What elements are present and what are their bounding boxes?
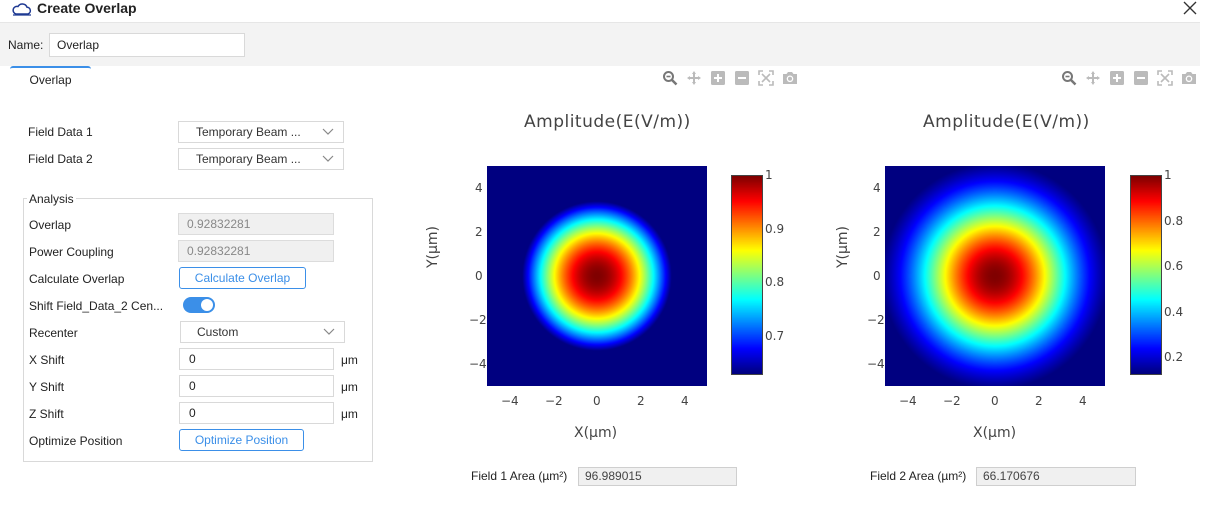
recenter-label: Recenter <box>29 326 78 340</box>
y-tick-label: 0 <box>475 269 483 283</box>
x-tick-label: 4 <box>681 394 689 408</box>
field-data-2-label: Field Data 2 <box>28 152 93 166</box>
tab-overlap[interactable]: Overlap <box>10 66 91 93</box>
calculate-overlap-label: Calculate Overlap <box>29 272 125 286</box>
field-data-2-select[interactable]: Temporary Beam ... <box>178 148 344 170</box>
x-tick-label: 2 <box>637 394 645 408</box>
power-coupling-label: Power Coupling <box>29 245 114 259</box>
field-data-1-select[interactable]: Temporary Beam ... <box>178 121 344 143</box>
y-tick-label: −2 <box>867 313 885 327</box>
colorbar-tick-label: 0.6 <box>1164 259 1184 274</box>
plot-1-xlabel: X(μm) <box>574 425 618 441</box>
name-bar: Name: <box>0 22 1200 66</box>
camera-icon[interactable] <box>782 70 798 86</box>
plot-2-heatmap[interactable] <box>885 166 1105 386</box>
z-shift-unit: μm <box>341 407 358 421</box>
z-shift-input[interactable]: 0 <box>179 402 334 424</box>
chevron-down-icon <box>323 328 335 335</box>
plot-2-title: Amplitude(E(V/m)) <box>923 112 1090 132</box>
reset-axes-icon[interactable] <box>758 70 774 86</box>
x-shift-label: X Shift <box>29 353 65 367</box>
plot-1-ylabel: Y(μm) <box>425 225 441 268</box>
field-2-area-value: 66.170676 <box>976 467 1136 486</box>
colorbar-tick-label: 0.2 <box>1164 350 1184 365</box>
colorbar-tick-label: 1 <box>1164 168 1172 182</box>
toggle-knob <box>201 299 213 311</box>
y-shift-label: Y Shift <box>29 380 65 394</box>
colorbar-tick-label: 0.9 <box>765 221 785 236</box>
window-title: Create Overlap <box>37 0 137 16</box>
colorbar-tick-label: 0.8 <box>765 275 785 290</box>
plot-1-heatmap[interactable] <box>487 166 707 386</box>
plot-1-toolbar <box>662 70 802 86</box>
zoom-icon[interactable] <box>662 70 678 86</box>
field-1-area-value: 96.989015 <box>578 467 737 486</box>
reset-axes-icon[interactable] <box>1157 70 1173 86</box>
plot-1-colorbar <box>731 175 763 375</box>
colorbar-tick-label: 0.7 <box>765 328 785 343</box>
field-data-2-value: Temporary Beam ... <box>196 152 301 166</box>
x-shift-input[interactable]: 0 <box>179 348 334 370</box>
pan-icon[interactable] <box>1085 70 1101 86</box>
optimize-position-label: Optimize Position <box>29 434 123 448</box>
analysis-group <box>23 198 373 462</box>
y-tick-label: 2 <box>873 225 881 239</box>
plot-2-xlabel: X(μm) <box>973 425 1017 441</box>
x-tick-label: −4 <box>501 394 519 408</box>
plot-2-colorbar <box>1130 175 1162 375</box>
zoom-out-icon[interactable] <box>1133 70 1149 86</box>
y-tick-label: −4 <box>867 357 885 371</box>
overlap-value: 0.92832281 <box>178 213 334 235</box>
x-tick-label: −4 <box>899 394 917 408</box>
y-tick-label: 4 <box>873 181 881 195</box>
x-tick-label: −2 <box>943 394 961 408</box>
x-tick-label: −2 <box>545 394 563 408</box>
field-2-area-label: Field 2 Area (µm²) <box>870 469 967 483</box>
zoom-in-icon[interactable] <box>1109 70 1125 86</box>
close-icon[interactable] <box>1182 0 1198 16</box>
shift-field-toggle[interactable] <box>183 297 215 313</box>
plot-2-toolbar <box>1061 70 1201 86</box>
zoom-icon[interactable] <box>1061 70 1077 86</box>
plot-2-ylabel: Y(μm) <box>835 225 851 268</box>
recenter-value: Custom <box>197 325 239 339</box>
camera-icon[interactable] <box>1181 70 1197 86</box>
analysis-title: Analysis <box>27 192 76 206</box>
y-tick-label: 4 <box>475 181 483 195</box>
x-tick-label: 4 <box>1079 394 1087 408</box>
name-input[interactable] <box>49 33 245 57</box>
chevron-down-icon <box>322 128 334 135</box>
y-shift-input[interactable]: 0 <box>179 375 334 397</box>
plot-1-title: Amplitude(E(V/m)) <box>524 112 691 132</box>
y-tick-label: −2 <box>469 313 487 327</box>
field-data-1-label: Field Data 1 <box>28 125 93 139</box>
x-tick-label: 2 <box>1035 394 1043 408</box>
colorbar-tick-label: 0.4 <box>1164 304 1184 319</box>
zoom-in-icon[interactable] <box>710 70 726 86</box>
optimize-position-button[interactable]: Optimize Position <box>179 429 304 451</box>
x-shift-unit: μm <box>341 353 358 367</box>
title-bar: Create Overlap <box>0 0 1208 20</box>
colorbar-tick-label: 0.8 <box>1164 213 1184 228</box>
overlap-label: Overlap <box>29 218 72 232</box>
x-tick-label: 0 <box>991 394 999 408</box>
field-1-area-label: Field 1 Area (µm²) <box>471 469 568 483</box>
field-data-1-value: Temporary Beam ... <box>196 125 301 139</box>
name-label: Name: <box>8 38 44 52</box>
power-coupling-value: 0.92832281 <box>178 240 334 262</box>
pan-icon[interactable] <box>686 70 702 86</box>
calculate-overlap-button[interactable]: Calculate Overlap <box>179 267 306 289</box>
shift-field-label: Shift Field_Data_2 Cen... <box>29 299 164 313</box>
cloud-icon <box>12 3 32 16</box>
recenter-select[interactable]: Custom <box>180 321 345 343</box>
y-shift-unit: μm <box>341 380 358 394</box>
z-shift-label: Z Shift <box>29 407 64 421</box>
x-tick-label: 0 <box>593 394 601 408</box>
zoom-out-icon[interactable] <box>734 70 750 86</box>
y-tick-label: 2 <box>475 225 483 239</box>
y-tick-label: −4 <box>469 357 487 371</box>
colorbar-tick-label: 1 <box>765 168 773 182</box>
y-tick-label: 0 <box>873 269 881 283</box>
chevron-down-icon <box>322 155 334 162</box>
